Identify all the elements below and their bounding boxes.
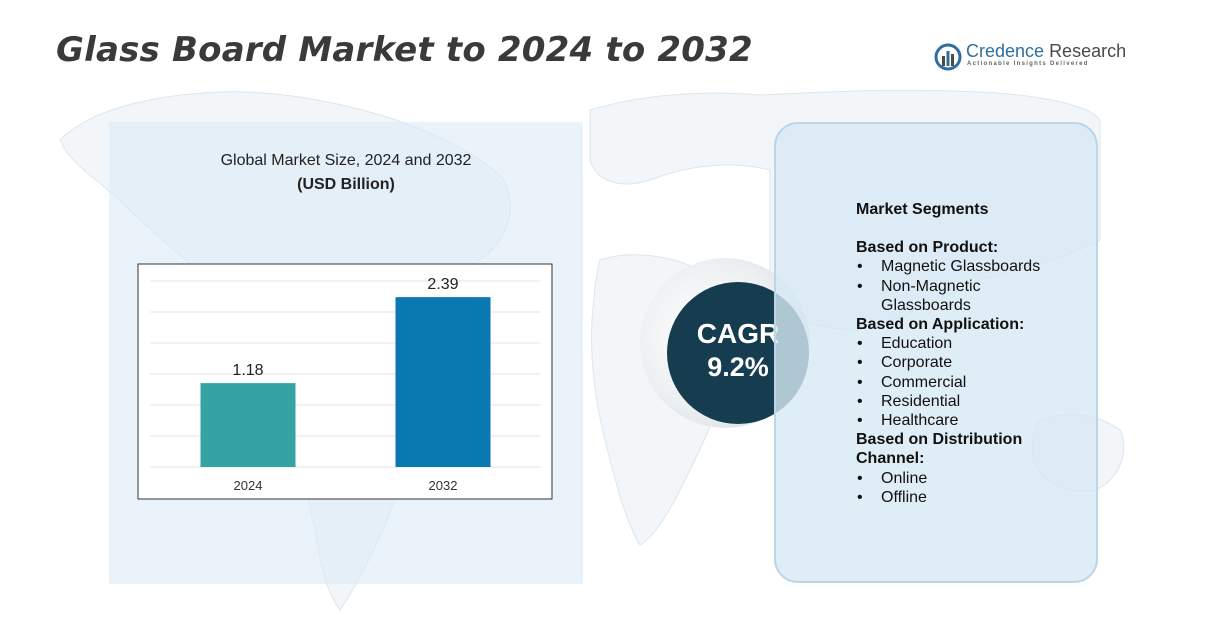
segment-item: Online xyxy=(856,469,1096,488)
segment-list-application: Education Corporate Commercial Residenti… xyxy=(856,334,1096,430)
segment-item: Education xyxy=(856,334,1096,353)
cagr-label: CAGR xyxy=(696,318,780,349)
logo-tagline: Actionable Insights Delivered xyxy=(967,61,1089,67)
chart-subtitle: (USD Billion) xyxy=(297,176,395,193)
cagr-value: 9.2% xyxy=(707,352,769,382)
x-tick-label: 2024 xyxy=(234,478,263,493)
x-tick-label: 2032 xyxy=(429,478,458,493)
page-title: Glass Board Market to 2024 to 2032 xyxy=(56,30,753,70)
bar-2024 xyxy=(200,383,296,467)
logo-name: Credence Research xyxy=(966,41,1126,62)
segments-title: Market Segments xyxy=(856,201,989,218)
chart-bars: 1.18 2024 2.39 2032 xyxy=(200,276,491,493)
segment-item: Offline xyxy=(856,488,1096,507)
bar-value-label: 2.39 xyxy=(427,276,458,293)
segment-item: Non-Magnetic Glassboards xyxy=(856,277,1096,315)
segment-list-product: Magnetic Glassboards Non-Magnetic Glassb… xyxy=(856,257,1096,315)
logo-name-part2: Research xyxy=(1049,41,1127,61)
segment-heading-application: Based on Application: xyxy=(856,316,1025,334)
segment-item: Corporate xyxy=(856,353,1096,372)
segment-heading-distribution: Based on Distribution Channel: xyxy=(856,431,1023,468)
segment-item: Commercial xyxy=(856,373,1096,392)
market-segments: Market Segments Based on Product: Magnet… xyxy=(856,200,1096,507)
credence-research-logo: Credence Research Actionable Insights De… xyxy=(934,40,1126,74)
bar-2032 xyxy=(395,297,491,467)
segment-list-distribution: Online Offline xyxy=(856,469,1096,508)
bar-value-label: 1.18 xyxy=(232,362,263,379)
logo-name-part1: Credence xyxy=(966,41,1045,61)
segment-item: Healthcare xyxy=(856,411,1096,430)
segment-item: Residential xyxy=(856,392,1096,411)
segment-heading-product: Based on Product: xyxy=(856,239,999,257)
logo-mark-icon xyxy=(934,43,962,71)
segment-item: Magnetic Glassboards xyxy=(856,257,1096,276)
chart-title: Global Market Size, 2024 and 2032 xyxy=(220,152,472,169)
